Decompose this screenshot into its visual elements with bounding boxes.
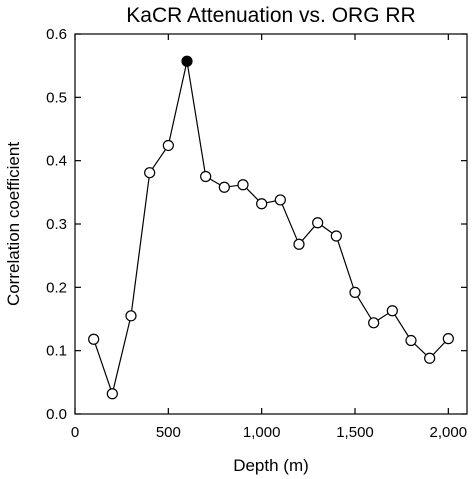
highlighted-data-point xyxy=(181,55,193,67)
data-point xyxy=(274,194,286,206)
series-line xyxy=(93,61,449,396)
y-tick-label: 0.0 xyxy=(46,406,67,423)
data-point xyxy=(144,167,156,179)
x-tick-label: 2,000 xyxy=(430,424,468,441)
x-tick-label: 500 xyxy=(156,424,181,441)
plot-frame xyxy=(74,33,468,415)
data-point xyxy=(293,238,305,250)
data-point xyxy=(405,334,417,347)
data-point xyxy=(88,333,100,345)
x-tick-label: 1,500 xyxy=(336,424,374,441)
chart-title: KaCR Attenuation vs. ORG RR xyxy=(126,4,415,27)
data-point xyxy=(386,305,398,317)
data-point xyxy=(424,352,436,364)
data-point xyxy=(162,139,174,152)
y-tick-label: 0.2 xyxy=(46,279,67,296)
y-tick-label: 0.3 xyxy=(46,216,67,233)
data-point xyxy=(200,170,212,183)
data-point xyxy=(125,310,137,322)
data-point xyxy=(368,317,380,329)
data-point xyxy=(442,333,454,345)
y-tick-label: 0.5 xyxy=(46,89,67,106)
data-point xyxy=(330,230,342,242)
series-group xyxy=(88,55,454,400)
y-axis-label: Correlation coefficient xyxy=(4,142,23,306)
data-point xyxy=(312,217,324,229)
x-axis: 0 500 1,000 1,500 2,000 xyxy=(71,34,467,441)
data-point xyxy=(349,286,361,298)
x-tick-label: 0 xyxy=(71,424,79,441)
y-tick-label: 0.6 xyxy=(46,26,67,43)
y-tick-label: 0.1 xyxy=(46,343,67,360)
y-axis: 0.0 0.1 0.2 0.3 0.4 0.5 0.6 xyxy=(46,26,467,423)
data-point xyxy=(218,181,230,193)
data-point xyxy=(106,388,118,400)
x-tick-label: 1,000 xyxy=(243,424,281,441)
y-tick-label: 0.4 xyxy=(46,153,67,170)
data-point xyxy=(237,179,249,191)
x-axis-label: Depth (m) xyxy=(233,456,309,475)
data-point xyxy=(256,198,268,210)
